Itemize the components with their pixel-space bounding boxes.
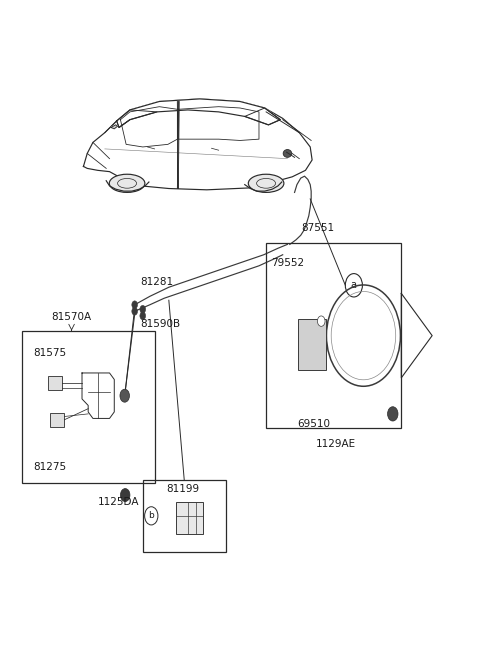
Ellipse shape	[248, 174, 284, 193]
Text: 81570A: 81570A	[51, 312, 92, 322]
Circle shape	[120, 489, 130, 502]
Text: 81590B: 81590B	[140, 319, 180, 329]
Circle shape	[132, 307, 137, 315]
Circle shape	[132, 301, 137, 309]
Circle shape	[120, 389, 130, 402]
Circle shape	[140, 312, 145, 320]
Bar	[298, 318, 326, 371]
Text: 81575: 81575	[34, 348, 67, 358]
Text: 87551: 87551	[302, 223, 335, 233]
Ellipse shape	[109, 174, 145, 193]
Text: 79552: 79552	[271, 257, 304, 267]
Bar	[266, 243, 401, 428]
Text: 69510: 69510	[297, 419, 330, 428]
Text: b: b	[148, 512, 154, 520]
Circle shape	[317, 316, 325, 326]
Bar	[143, 480, 226, 552]
Polygon shape	[84, 99, 312, 190]
Polygon shape	[82, 373, 114, 419]
Circle shape	[140, 305, 145, 313]
Bar	[48, 376, 62, 390]
Text: 81275: 81275	[34, 462, 67, 472]
Bar	[50, 413, 64, 427]
Text: 81281: 81281	[140, 277, 173, 287]
Bar	[22, 331, 155, 483]
Circle shape	[387, 407, 398, 421]
Text: a: a	[351, 280, 357, 290]
Text: 1129AE: 1129AE	[316, 440, 356, 449]
Bar	[176, 502, 204, 534]
Text: 81199: 81199	[167, 483, 200, 494]
Ellipse shape	[283, 149, 292, 157]
Polygon shape	[111, 125, 118, 129]
Polygon shape	[117, 99, 280, 128]
Text: 1125DA: 1125DA	[97, 496, 139, 506]
